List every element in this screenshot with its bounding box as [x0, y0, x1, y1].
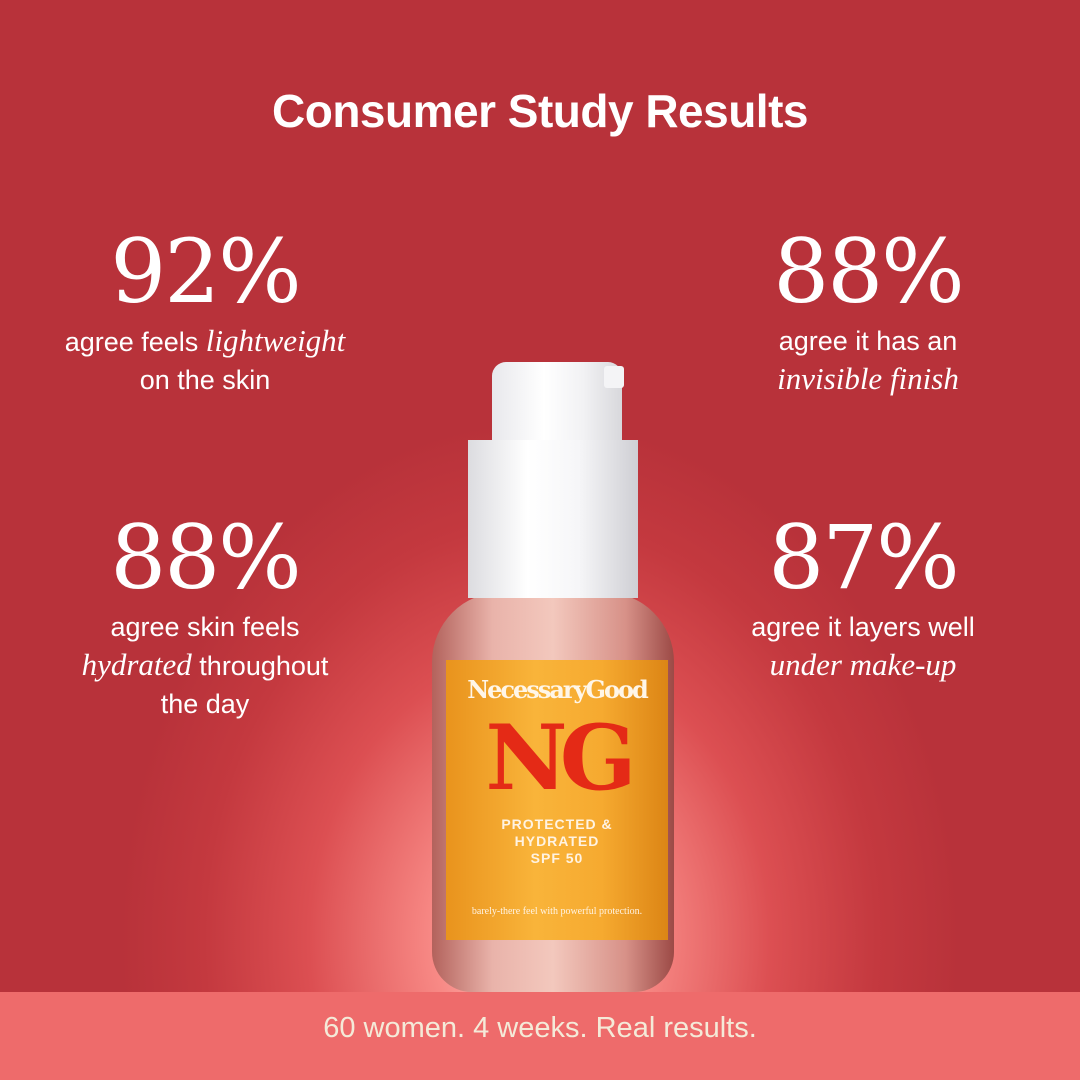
stat-lightweight: 92% agree feels lightweight on the skin [25, 222, 385, 399]
stat-invisible-finish: 88% agree it has an invisible finish [688, 222, 1048, 399]
stat-value: 92% [110, 220, 302, 323]
stat-description: agree it layers well under make-up [751, 612, 975, 682]
label-small-print: barely-there feel with powerful protecti… [471, 906, 643, 917]
bottle-cap [468, 440, 638, 598]
stat-under-makeup: 87% agree it layers well under make-up [683, 508, 1043, 685]
footer-caption: 60 women. 4 weeks. Real results. [323, 1012, 757, 1044]
pump-head [492, 362, 622, 447]
stat-hydrated: 88% agree skin feels hydrated throughout t… [20, 508, 390, 723]
stat-value: 88% [110, 506, 302, 609]
stat-description: agree skin feels hydrated throughout the d… [81, 612, 329, 719]
stat-value: 87% [768, 506, 960, 609]
monogram-logo: NG [485, 705, 636, 811]
brand-logo: NecessaryGood [467, 675, 649, 704]
label-tagline: PROTECTED & HYDRATED SPF 50 [501, 816, 613, 866]
page-title: Consumer Study Results [272, 85, 809, 137]
stat-description: agree feels lightweight on the skin [64, 323, 346, 395]
pump-nozzle [604, 366, 624, 388]
floor-surface [0, 992, 1080, 1080]
stat-value: 88% [773, 220, 965, 323]
product-label: NecessaryGood NG PROTECTED & HYDRATED SPF … [446, 660, 668, 940]
stat-description: agree it has an invisible finish [777, 326, 959, 396]
